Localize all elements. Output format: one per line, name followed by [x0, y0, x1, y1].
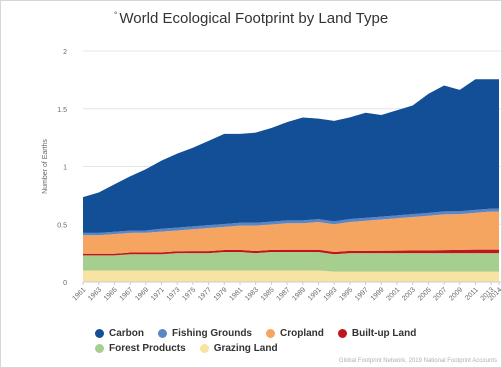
area-forest-products — [83, 251, 499, 272]
x-tick-label: 1993 — [323, 286, 339, 302]
x-tick-label: 1995 — [338, 286, 354, 302]
chart-title: ° World Ecological Footprint by Land Type — [1, 10, 501, 27]
x-tick-label: 1975 — [181, 286, 197, 302]
x-tick-label: 2007 — [433, 286, 449, 302]
legend-label: Forest Products — [109, 343, 186, 354]
legend-item-carbon[interactable]: Carbon — [95, 328, 144, 339]
stacked-areas — [83, 79, 499, 282]
x-tick-label: 1965 — [103, 286, 119, 302]
y-axis-label: Number of Earths — [42, 139, 49, 194]
legend-row: Forest Products Grazing Land — [95, 341, 416, 356]
x-tick-label: 1985 — [260, 286, 276, 302]
x-tick-label: 1983 — [244, 286, 260, 302]
legend-dot-icon — [199, 344, 209, 353]
area-grazing-land — [83, 270, 499, 282]
legend-item-forest-products[interactable]: Forest Products — [95, 343, 186, 354]
x-tick-label: 2001 — [385, 286, 401, 302]
x-tick-label: 1987 — [276, 286, 292, 302]
legend-dot-icon — [266, 329, 275, 338]
x-tick-label: 1973 — [166, 286, 182, 302]
legend-row: Carbon Fishing Grounds Cropland Built-up La… — [95, 326, 416, 341]
x-tick-label: 1961 — [71, 286, 87, 302]
area-fishing-grounds — [83, 208, 499, 236]
legend-label: Cropland — [280, 328, 324, 339]
legend-item-fishing-grounds[interactable]: Fishing Grounds — [158, 328, 252, 339]
legend-dot-icon — [158, 329, 167, 338]
legend-dot-icon — [95, 344, 104, 353]
title-marker: ° — [113, 10, 118, 20]
y-tick-label: 1.5 — [57, 107, 67, 114]
legend-item-built-up-land[interactable]: Built-up Land — [337, 328, 417, 339]
x-tick-label: 1971 — [150, 286, 166, 302]
legend-item-cropland[interactable]: Cropland — [266, 328, 324, 339]
y-tick-label: 1 — [63, 165, 67, 172]
x-tick-label: 2005 — [417, 286, 433, 302]
legend-dot-icon — [95, 329, 104, 338]
area-built-up-land — [83, 249, 499, 256]
legend-label: Carbon — [109, 328, 144, 339]
legend-label: Fishing Grounds — [172, 328, 252, 339]
legend-label: Built-up Land — [351, 328, 417, 339]
legend: Carbon Fishing Grounds Cropland Built-up La… — [95, 326, 416, 356]
x-tick-label: 1999 — [370, 286, 386, 302]
legend-item-grazing-land[interactable]: Grazing Land — [199, 343, 278, 354]
x-tick-label: 1991 — [307, 286, 323, 302]
x-tick-label: 1969 — [134, 286, 150, 302]
x-tick-label: 2011 — [464, 286, 480, 302]
x-tick-label: 1989 — [291, 286, 307, 302]
chart-title-text: World Ecological Footprint by Land Type — [119, 10, 389, 27]
source-credit: Global Footprint Network, 2019 National … — [338, 358, 497, 364]
y-tick-label: 0.5 — [57, 222, 67, 229]
x-tick-label: 2003 — [401, 286, 417, 302]
y-tick-label: 0 — [63, 280, 67, 287]
x-tick-label: 2009 — [448, 286, 464, 302]
x-tick-label: 1979 — [213, 286, 229, 302]
area-cropland — [83, 211, 499, 254]
x-tick-label: 1981 — [228, 286, 244, 302]
x-tick-label: 1963 — [87, 286, 103, 302]
legend-label: Grazing Land — [213, 343, 278, 354]
x-tick-label: 1997 — [354, 286, 370, 302]
x-tick-label: 1977 — [197, 286, 213, 302]
x-tick-label: 1967 — [119, 286, 135, 302]
area-carbon — [83, 79, 499, 233]
y-tick-label: 2 — [63, 49, 67, 56]
legend-dot-icon — [337, 329, 347, 338]
